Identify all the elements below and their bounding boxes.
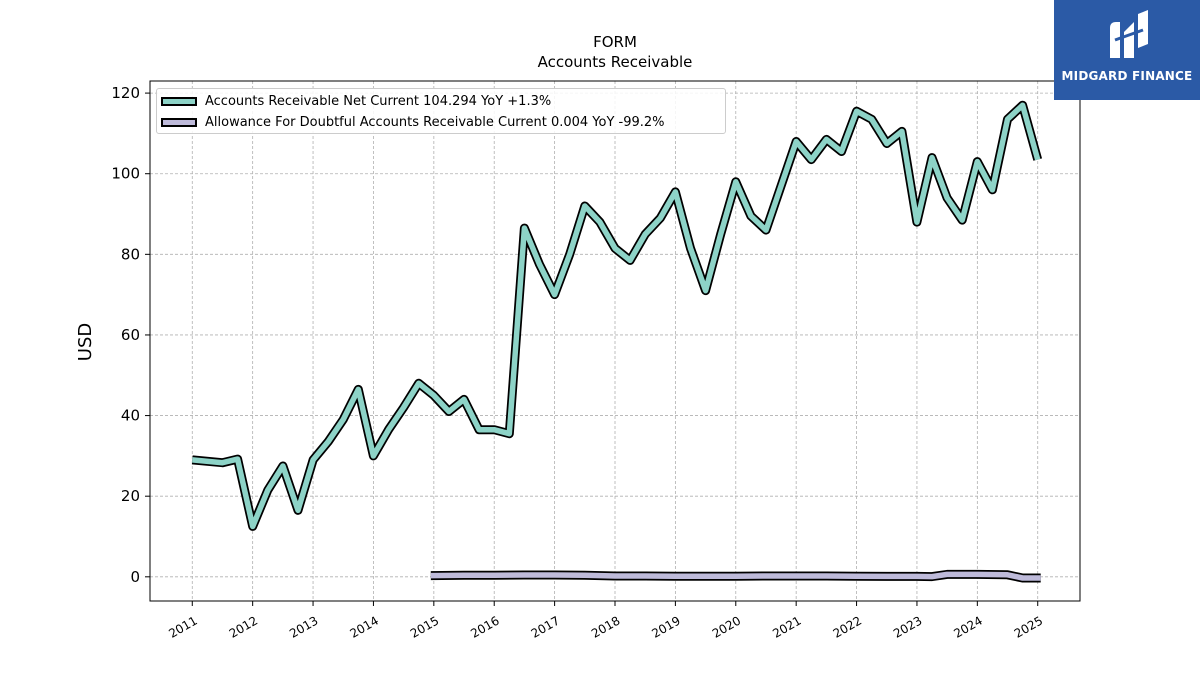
x-tick-label: 2025 <box>1012 613 1045 640</box>
x-tick-label: 2011 <box>166 613 199 640</box>
legend-label-allowance: Allowance For Doubtful Accounts Receivab… <box>205 114 665 130</box>
legend: Accounts Receivable Net Current 104.294 … <box>156 88 726 134</box>
x-tick-label: 2023 <box>891 613 924 640</box>
chart-subtitle: Accounts Receivable <box>538 53 693 71</box>
x-tick-label: 2015 <box>408 613 441 640</box>
y-axis-label: USD <box>75 323 96 361</box>
x-tick-label: 2017 <box>529 613 562 640</box>
legend-label-receivable: Accounts Receivable Net Current 104.294 … <box>205 93 552 109</box>
brand-logo: MIDGARD FINANCE <box>1054 0 1200 100</box>
grid-layer <box>150 81 1080 601</box>
brand-logo-text: MIDGARD FINANCE <box>1061 69 1193 83</box>
x-tick-label: 2013 <box>287 613 320 640</box>
legend-swatch-allowance <box>161 117 197 127</box>
x-tick-label: 2012 <box>227 613 260 640</box>
y-tick-label: 60 <box>121 326 140 344</box>
y-tick-label: 40 <box>121 407 140 425</box>
y-tick-label: 80 <box>121 245 140 263</box>
x-tick-label: 2019 <box>649 613 682 640</box>
x-tick-label: 2014 <box>347 613 380 640</box>
x-tick-label: 2018 <box>589 613 622 640</box>
x-tick-label: 2021 <box>770 613 803 640</box>
x-tick-label: 2022 <box>831 613 864 640</box>
series-layer <box>191 100 1043 583</box>
y-tick-label: 100 <box>111 165 140 183</box>
brand-mark-icon <box>1110 10 1148 58</box>
legend-entry-allowance: Allowance For Doubtful Accounts Receivab… <box>161 114 665 130</box>
series-line-0 <box>192 102 1041 530</box>
x-tick-label: 2016 <box>468 613 501 640</box>
legend-swatch-receivable <box>161 96 197 106</box>
series-line-1 <box>430 571 1041 581</box>
y-tick-label: 20 <box>121 487 140 505</box>
y-tick-label: 120 <box>111 84 140 102</box>
chart-title: FORM <box>593 33 637 51</box>
x-tick-label: 2024 <box>951 613 984 640</box>
legend-entry-receivable: Accounts Receivable Net Current 104.294 … <box>161 93 551 109</box>
x-tick-label: 2020 <box>710 613 743 640</box>
y-tick-label: 0 <box>130 568 140 586</box>
